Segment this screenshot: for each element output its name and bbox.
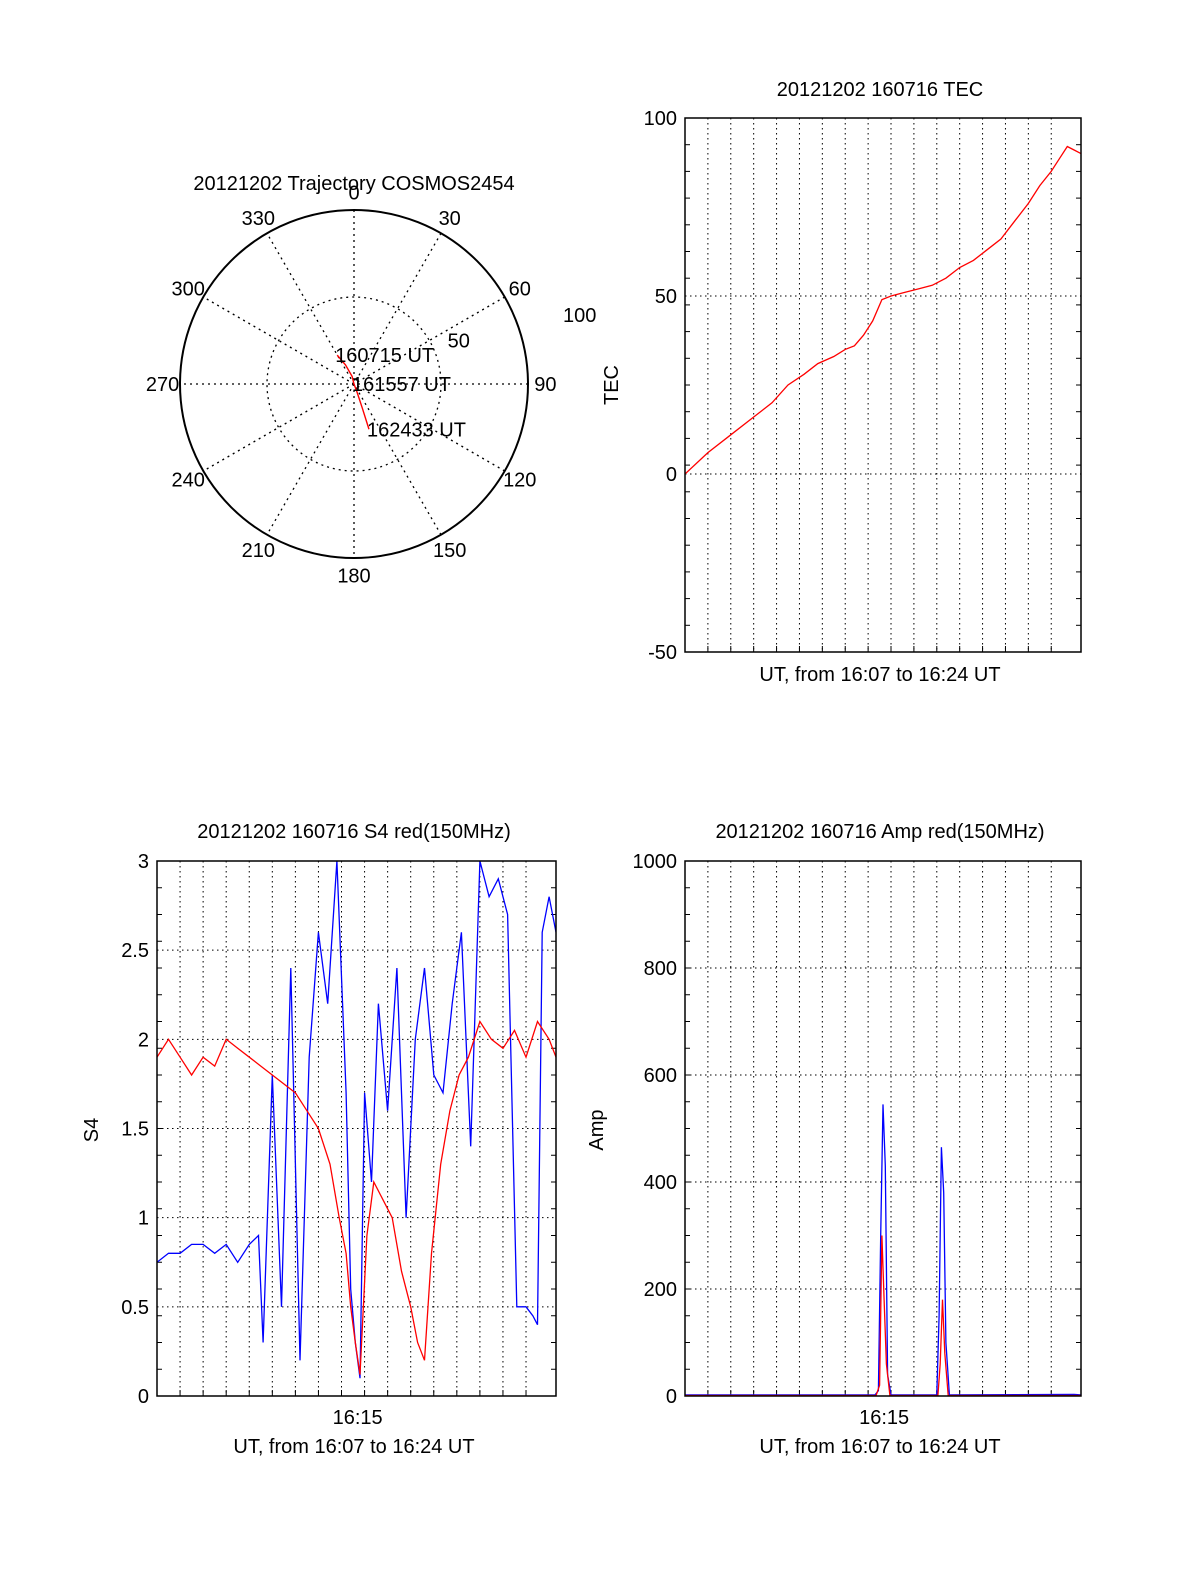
tec-xlabel: UT, from 16:07 to 16:24 UT	[759, 664, 1000, 686]
amp-ytick-label: 600	[644, 1065, 677, 1087]
pass-time-annotation: 162433 UT	[367, 419, 466, 441]
radial-label: 50	[448, 331, 470, 353]
tec-title: 20121202 160716 TEC	[777, 79, 983, 101]
tec-series-line	[685, 145, 1081, 475]
polar-mid-circle	[266, 296, 442, 472]
tec-frame	[684, 117, 1082, 653]
s4-frame	[156, 860, 557, 1397]
s4-xlabel: UT, from 16:07 to 16:24 UT	[233, 1436, 474, 1458]
s4-ytick-label: 2	[138, 1029, 149, 1051]
azimuth-label: 120	[503, 470, 536, 492]
s4-ytick-label: 2.5	[121, 940, 149, 962]
azimuth-label: 90	[534, 374, 556, 396]
s4-series-line	[157, 861, 556, 1379]
amp-xlabel: UT, from 16:07 to 16:24 UT	[759, 1436, 1000, 1458]
amp-ytick-label: 200	[644, 1279, 677, 1301]
radial-label: 100	[563, 305, 596, 327]
s4-plot: 20121202 160716 S4 red(150MHz) 0 0.5 1 1.5 2…	[81, 821, 557, 1458]
azimuth-label: 180	[337, 565, 370, 587]
tec-ylabel: TEC	[601, 365, 623, 405]
azimuth-label: 300	[172, 278, 205, 300]
azimuth-label: 270	[146, 374, 179, 396]
amp-xtick-label: 16:15	[859, 1407, 909, 1429]
azimuth-label: 60	[509, 278, 531, 300]
s4-ytick-label: 0	[138, 1386, 149, 1408]
amp-title: 20121202 160716 Amp red(150MHz)	[715, 821, 1044, 843]
amp-ytick-label: 800	[644, 958, 677, 980]
s4-ytick-label: 1	[138, 1208, 149, 1230]
azimuth-label: 30	[439, 208, 461, 230]
amp-series-line	[685, 1235, 1081, 1396]
polar-trajectory-line	[336, 354, 370, 430]
polar-title: 20121202 Trajectory COSMOS2454	[193, 173, 514, 195]
s4-ylabel: S4	[81, 1118, 103, 1142]
azimuth-label: 240	[172, 470, 205, 492]
amp-ytick-label: 1000	[633, 851, 678, 873]
azimuth-label: 210	[242, 540, 275, 562]
pass-time-annotation: 161557 UT	[352, 374, 451, 396]
tec-ytick-label: 100	[644, 108, 677, 130]
s4-ytick-label: 3	[138, 851, 149, 873]
tec-ytick-label: 50	[655, 286, 677, 308]
trajectory-line	[336, 354, 370, 430]
tec-plot: 20121202 160716 TEC -50 0 50 100 UT, from 1…	[601, 79, 1082, 686]
s4-ytick-label: 0.5	[121, 1297, 149, 1319]
azimuth-label: 0	[348, 183, 359, 205]
amp-ytick-label: 0	[666, 1386, 677, 1408]
s4-title: 20121202 160716 S4 red(150MHz)	[197, 821, 511, 843]
pass-time-annotation: 160715 UT	[335, 345, 434, 367]
polar-annotations: 160715 UT 161557 UT 162433 UT	[335, 345, 466, 441]
s4-series-line	[157, 1019, 556, 1375]
tec-ytick-label: -50	[648, 642, 677, 664]
tec-ytick-label: 0	[666, 464, 677, 486]
polar-trajectory-plot: 20121202 Trajectory COSMOS2454 0 30 60 90 12…	[146, 173, 596, 587]
amp-frame	[684, 860, 1082, 1397]
amp-plot: 20121202 160716 Amp red(150MHz) 0 200 400 6…	[586, 821, 1082, 1458]
azimuth-label: 330	[242, 208, 275, 230]
azimuth-label: 150	[433, 540, 466, 562]
s4-ytick-label: 1.5	[121, 1119, 149, 1141]
amp-ytick-label: 400	[644, 1172, 677, 1194]
s4-xtick-label: 16:15	[333, 1407, 383, 1429]
amp-ylabel: Amp	[586, 1109, 608, 1150]
polar-azimuth-labels: 0 30 60 90 120 150 180 210 240 270 300 330 50 100	[146, 183, 596, 588]
